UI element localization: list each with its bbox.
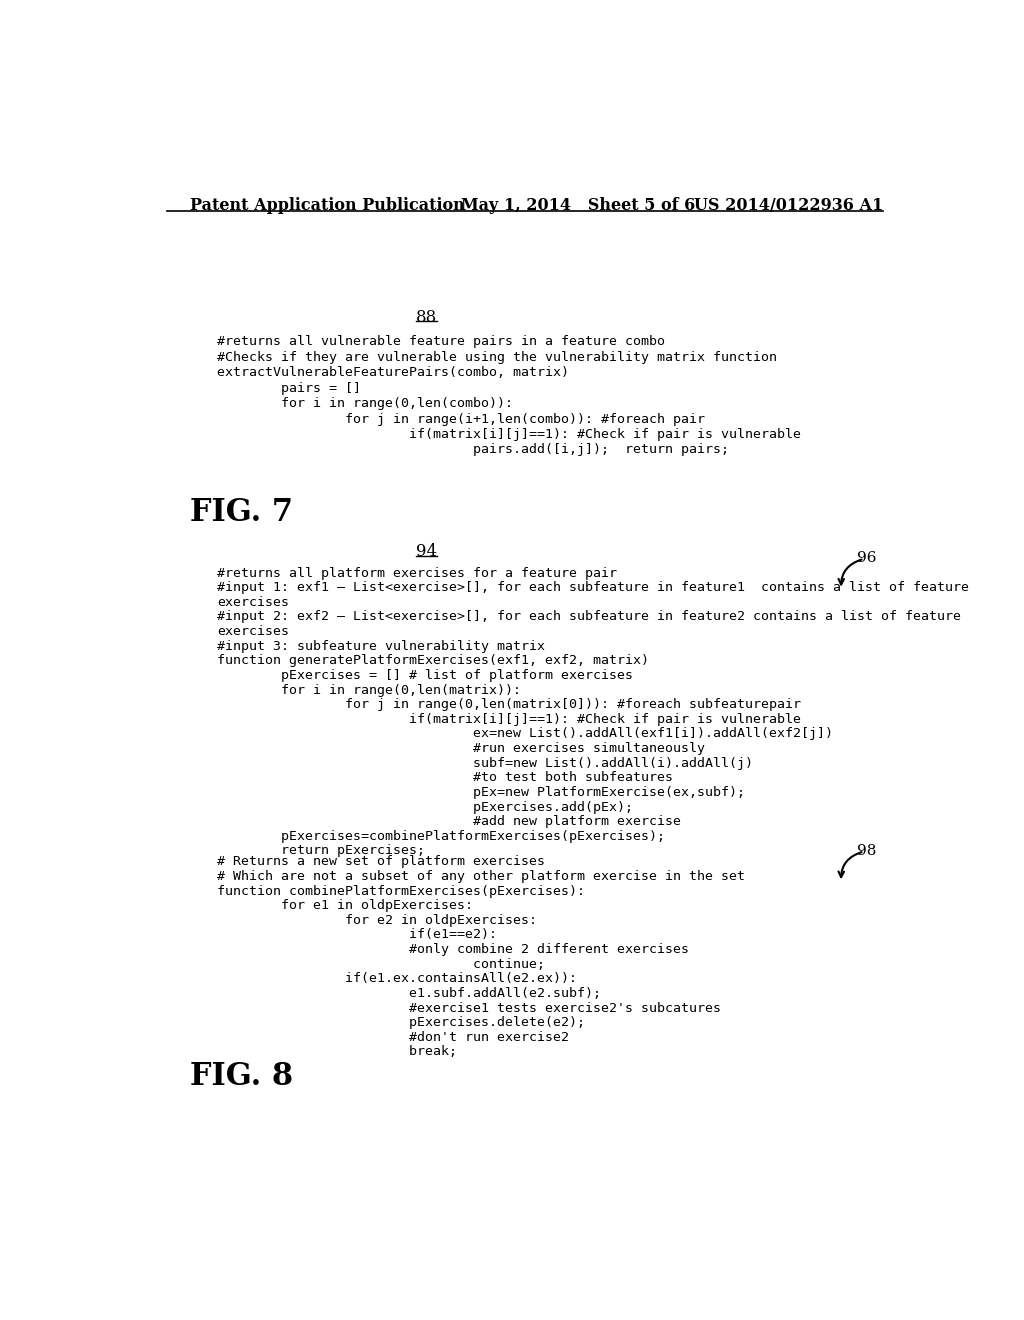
Text: for i in range(0,len(combo)):: for i in range(0,len(combo)): xyxy=(217,397,513,411)
Text: FIG. 7: FIG. 7 xyxy=(190,498,293,528)
Text: FIG. 8: FIG. 8 xyxy=(190,1061,293,1092)
Text: # Returns a new set of platform exercises: # Returns a new set of platform exercise… xyxy=(217,855,545,869)
Text: #input 1: exf1 – List<exercise>[], for each subfeature in feature1  contains a l: #input 1: exf1 – List<exercise>[], for e… xyxy=(217,581,969,594)
Text: #input 2: exf2 – List<exercise>[], for each subfeature in feature2 contains a li: #input 2: exf2 – List<exercise>[], for e… xyxy=(217,610,962,623)
Text: pExercises.add(pEx);: pExercises.add(pEx); xyxy=(217,800,633,813)
Text: #Checks if they are vulnerable using the vulnerability matrix function: #Checks if they are vulnerable using the… xyxy=(217,351,777,364)
Text: 98: 98 xyxy=(856,843,876,858)
Text: 96: 96 xyxy=(856,552,876,565)
Text: for j in range(i+1,len(combo)): #foreach pair: for j in range(i+1,len(combo)): #foreach… xyxy=(217,412,706,425)
Text: if(matrix[i][j]==1): #Check if pair is vulnerable: if(matrix[i][j]==1): #Check if pair is v… xyxy=(217,713,801,726)
Text: pairs = []: pairs = [] xyxy=(217,381,361,395)
Text: May 1, 2014   Sheet 5 of 6: May 1, 2014 Sheet 5 of 6 xyxy=(461,197,695,214)
Text: pExercises = [] # list of platform exercises: pExercises = [] # list of platform exerc… xyxy=(217,669,633,682)
Text: continue;: continue; xyxy=(217,958,545,970)
Text: # Which are not a subset of any other platform exercise in the set: # Which are not a subset of any other pl… xyxy=(217,870,745,883)
Text: #add new platform exercise: #add new platform exercise xyxy=(217,816,681,828)
Text: ex=new List().addAll(exf1[i]).addAll(exf2[j]): ex=new List().addAll(exf1[i]).addAll(exf… xyxy=(217,727,834,741)
Text: #returns all platform exercises for a feature pair: #returns all platform exercises for a fe… xyxy=(217,566,617,579)
Text: #returns all vulnerable feature pairs in a feature combo: #returns all vulnerable feature pairs in… xyxy=(217,335,666,348)
Text: #run exercises simultaneously: #run exercises simultaneously xyxy=(217,742,706,755)
Text: exercises: exercises xyxy=(217,626,289,638)
Text: #input 3: subfeature vulnerability matrix: #input 3: subfeature vulnerability matri… xyxy=(217,640,545,652)
Text: if(e1.ex.containsAll(e2.ex)):: if(e1.ex.containsAll(e2.ex)): xyxy=(217,973,578,985)
Text: extractVulnerableFeaturePairs(combo, matrix): extractVulnerableFeaturePairs(combo, mat… xyxy=(217,367,569,379)
Text: exercises: exercises xyxy=(217,595,289,609)
Text: #don't run exercise2: #don't run exercise2 xyxy=(217,1031,569,1044)
Text: if(matrix[i][j]==1): #Check if pair is vulnerable: if(matrix[i][j]==1): #Check if pair is v… xyxy=(217,428,801,441)
Text: function generatePlatformExercises(exf1, exf2, matrix): function generatePlatformExercises(exf1,… xyxy=(217,655,649,668)
Text: return pExercises;: return pExercises; xyxy=(217,845,425,858)
Text: pExercises.delete(e2);: pExercises.delete(e2); xyxy=(217,1016,585,1030)
Text: e1.subf.addAll(e2.subf);: e1.subf.addAll(e2.subf); xyxy=(217,987,601,1001)
Text: pEx=new PlatformExercise(ex,subf);: pEx=new PlatformExercise(ex,subf); xyxy=(217,785,745,799)
Text: subf=new List().addAll(i).addAll(j): subf=new List().addAll(i).addAll(j) xyxy=(217,756,753,770)
Text: Patent Application Publication: Patent Application Publication xyxy=(190,197,465,214)
Text: pairs.add([i,j]);  return pairs;: pairs.add([i,j]); return pairs; xyxy=(217,444,729,457)
Text: if(e1==e2):: if(e1==e2): xyxy=(217,928,497,941)
Text: for i in range(0,len(matrix)):: for i in range(0,len(matrix)): xyxy=(217,684,521,697)
Text: break;: break; xyxy=(217,1045,457,1059)
Text: #to test both subfeatures: #to test both subfeatures xyxy=(217,771,673,784)
Text: #only combine 2 different exercises: #only combine 2 different exercises xyxy=(217,942,689,956)
Text: function combinePlatformExercises(pExercises):: function combinePlatformExercises(pExerc… xyxy=(217,884,585,898)
Text: pExercises=combinePlatformExercises(pExercises);: pExercises=combinePlatformExercises(pExe… xyxy=(217,830,666,843)
Text: for e1 in oldpExercises:: for e1 in oldpExercises: xyxy=(217,899,473,912)
Text: 88: 88 xyxy=(416,309,437,326)
Text: 94: 94 xyxy=(416,544,437,561)
Text: for j in range(0,len(matrix[0])): #foreach subfeaturepair: for j in range(0,len(matrix[0])): #forea… xyxy=(217,698,801,711)
Text: US 2014/0122936 A1: US 2014/0122936 A1 xyxy=(693,197,883,214)
Text: for e2 in oldpExercises:: for e2 in oldpExercises: xyxy=(217,913,538,927)
Text: #exercise1 tests exercise2's subcatures: #exercise1 tests exercise2's subcatures xyxy=(217,1002,721,1015)
